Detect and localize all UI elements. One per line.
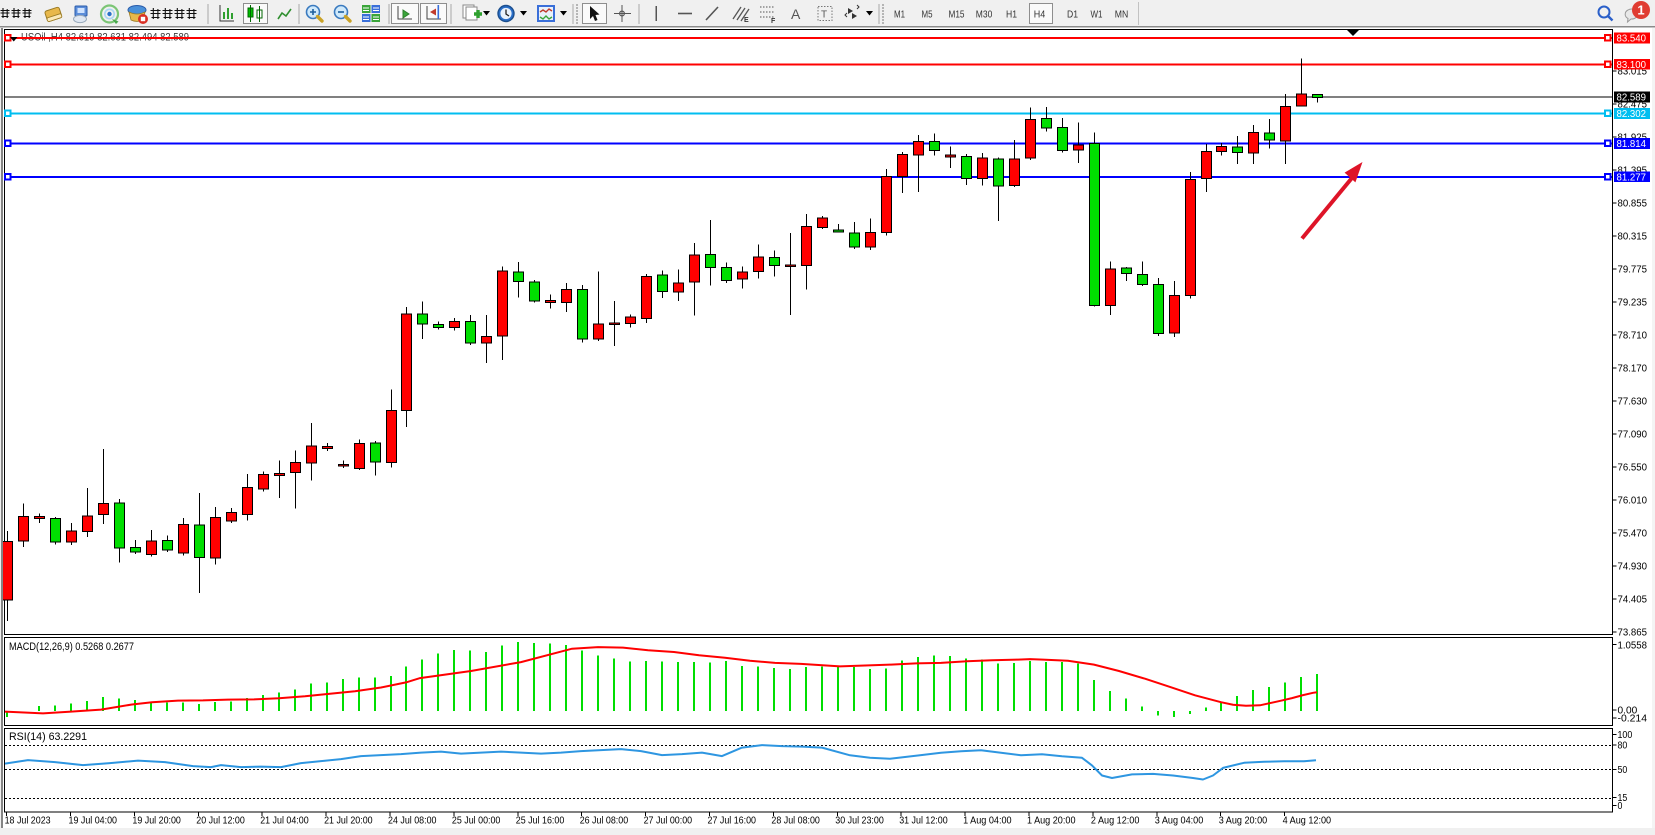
svg-text:21 Jul 04:00: 21 Jul 04:00 (260, 815, 309, 827)
svg-text:3 Aug 20:00: 3 Aug 20:00 (1219, 815, 1268, 827)
svg-text:M15: M15 (949, 9, 965, 21)
svg-text:H1: H1 (1006, 9, 1017, 21)
svg-text:78.170: 78.170 (1618, 364, 1648, 375)
svg-text:25 Jul 00:00: 25 Jul 00:00 (452, 815, 501, 827)
svg-text:MN: MN (1115, 9, 1129, 21)
svg-text:F: F (771, 18, 776, 25)
svg-text:19 Jul 20:00: 19 Jul 20:00 (132, 815, 181, 827)
svg-text:79.235: 79.235 (1618, 298, 1648, 309)
svg-text:73.865: 73.865 (1618, 628, 1648, 639)
svg-text:D1: D1 (1067, 9, 1078, 21)
svg-text:81.277: 81.277 (1617, 172, 1647, 183)
svg-text:15: 15 (1618, 793, 1628, 804)
svg-text:-0.214: -0.214 (1618, 714, 1648, 725)
svg-text:81.395: 81.395 (1618, 166, 1648, 177)
svg-text:M1: M1 (894, 9, 905, 21)
svg-text:81.925: 81.925 (1618, 133, 1648, 144)
svg-text:82.302: 82.302 (1617, 109, 1647, 120)
svg-text:74.405: 74.405 (1618, 595, 1648, 606)
svg-text:76.550: 76.550 (1618, 463, 1648, 474)
svg-text:25 Jul 16:00: 25 Jul 16:00 (516, 815, 565, 827)
svg-text:28 Jul 08:00: 28 Jul 08:00 (771, 815, 820, 827)
svg-text:0: 0 (1618, 801, 1623, 812)
svg-text:A: A (791, 6, 801, 22)
svg-text:83.100: 83.100 (1617, 60, 1647, 71)
svg-text:RSI(14) 63.2291: RSI(14) 63.2291 (9, 731, 87, 743)
svg-text:M30: M30 (976, 9, 993, 21)
svg-text:1 Aug 04:00: 1 Aug 04:00 (963, 815, 1012, 827)
svg-text:81.814: 81.814 (1617, 139, 1647, 150)
svg-text:1: 1 (1637, 3, 1644, 18)
svg-text:MACD(12,26,9) 0.5268 0.2677: MACD(12,26,9) 0.5268 0.2677 (9, 641, 134, 653)
svg-text:80: 80 (1618, 741, 1628, 752)
svg-text:3 Aug 04:00: 3 Aug 04:00 (1155, 815, 1204, 827)
svg-text:30 Jul 23:00: 30 Jul 23:00 (835, 815, 884, 827)
svg-text:18 Jul 2023: 18 Jul 2023 (5, 815, 51, 827)
svg-text:24 Jul 08:00: 24 Jul 08:00 (388, 815, 437, 827)
svg-text:75.470: 75.470 (1618, 529, 1648, 540)
svg-text:1 Aug 20:00: 1 Aug 20:00 (1027, 815, 1076, 827)
svg-text:78.710: 78.710 (1618, 331, 1648, 342)
svg-text:80.315: 80.315 (1618, 232, 1648, 243)
svg-text:W1: W1 (1091, 9, 1103, 21)
svg-text:21 Jul 20:00: 21 Jul 20:00 (324, 815, 373, 827)
svg-text:27 Jul 00:00: 27 Jul 00:00 (644, 815, 693, 827)
svg-text:26 Jul 08:00: 26 Jul 08:00 (580, 815, 629, 827)
svg-text:2 Aug 12:00: 2 Aug 12:00 (1091, 815, 1140, 827)
svg-text:19 Jul 04:00: 19 Jul 04:00 (69, 815, 118, 827)
svg-text:82.589: 82.589 (1617, 93, 1647, 104)
svg-text:0.00: 0.00 (1618, 706, 1638, 717)
svg-text:20 Jul 12:00: 20 Jul 12:00 (196, 815, 245, 827)
svg-text:82.475: 82.475 (1618, 100, 1648, 111)
svg-text:H4: H4 (1034, 9, 1046, 21)
svg-text:80.855: 80.855 (1618, 199, 1648, 210)
svg-text:E: E (744, 17, 749, 24)
svg-text:27 Jul 16:00: 27 Jul 16:00 (708, 815, 757, 827)
svg-text:77.090: 77.090 (1618, 430, 1648, 441)
svg-text:77.630: 77.630 (1618, 397, 1648, 408)
svg-text:83.015: 83.015 (1618, 67, 1648, 78)
svg-text:79.775: 79.775 (1618, 265, 1648, 276)
svg-text:50: 50 (1618, 765, 1628, 776)
svg-text:31 Jul 12:00: 31 Jul 12:00 (899, 815, 948, 827)
svg-text:4 Aug 12:00: 4 Aug 12:00 (1283, 815, 1332, 827)
svg-text:M5: M5 (922, 9, 933, 21)
svg-text:100: 100 (1618, 730, 1633, 741)
svg-text:1.0558: 1.0558 (1618, 640, 1648, 651)
svg-text:T: T (821, 10, 827, 21)
svg-text:83.540: 83.540 (1617, 34, 1647, 45)
svg-text:74.930: 74.930 (1618, 562, 1648, 573)
svg-text:76.010: 76.010 (1618, 496, 1648, 507)
